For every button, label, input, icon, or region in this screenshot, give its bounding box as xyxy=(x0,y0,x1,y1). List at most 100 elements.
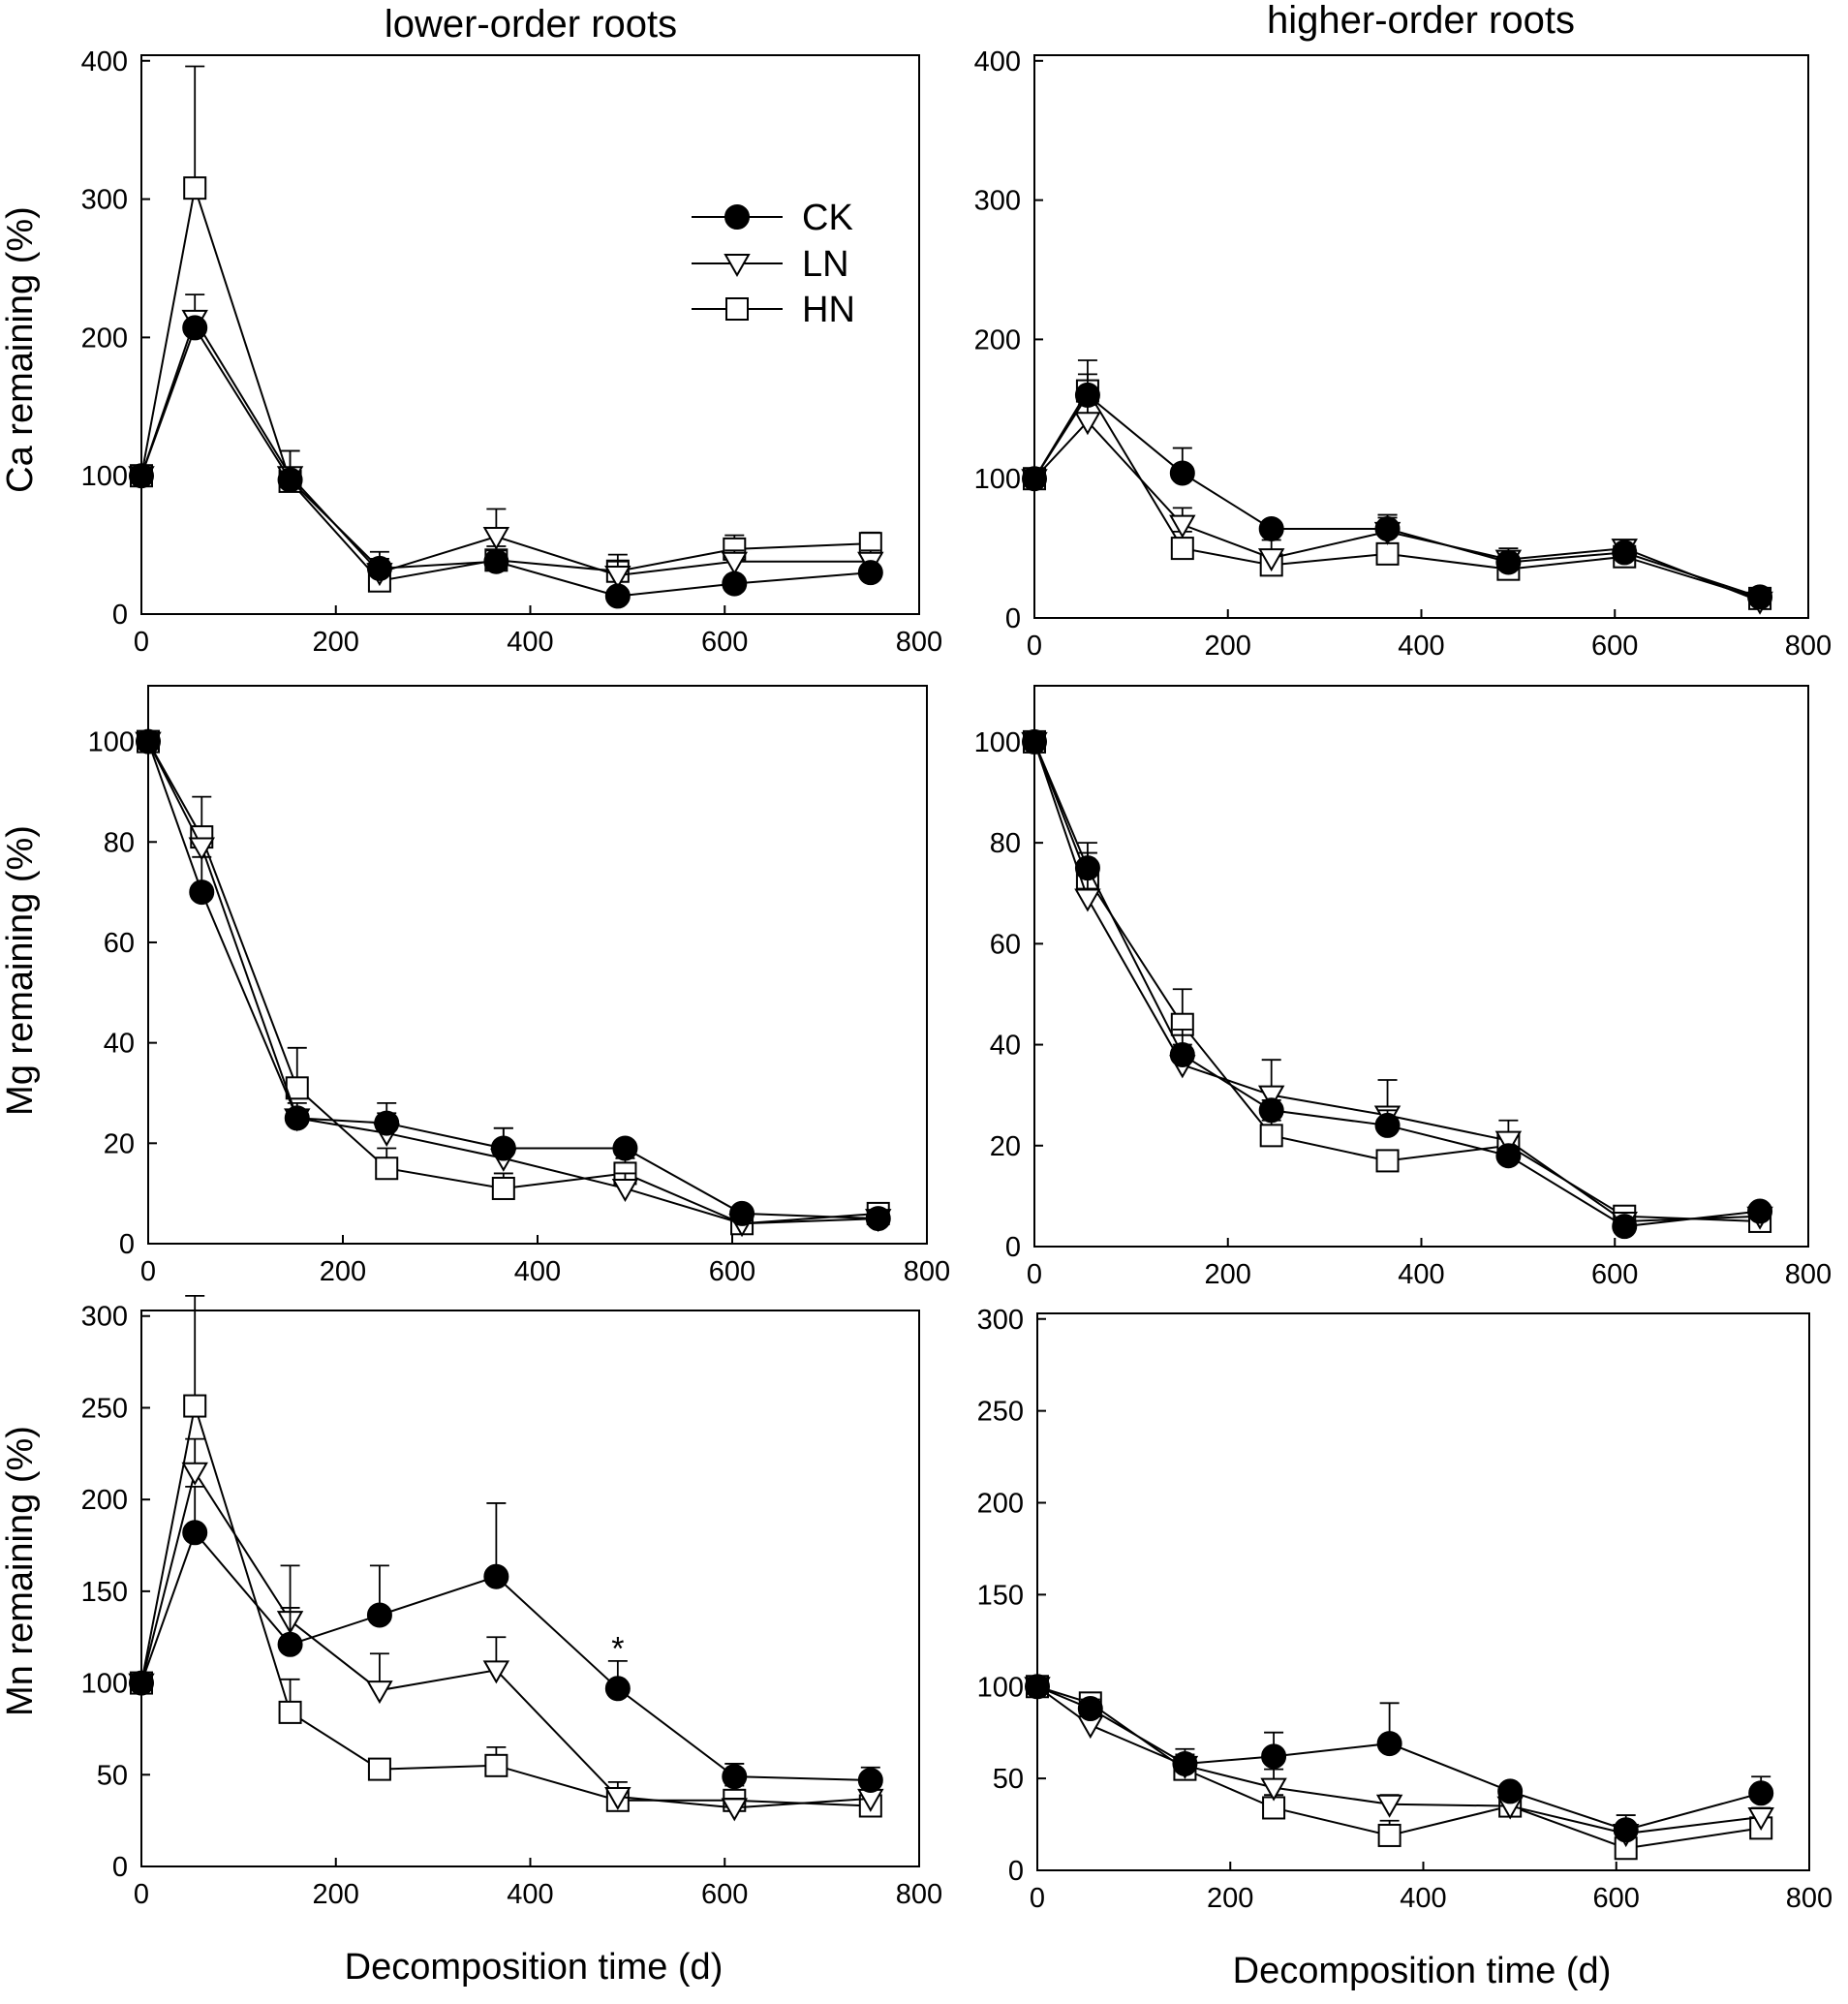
marker-ln xyxy=(482,1660,510,1684)
marker-hn xyxy=(1259,1124,1283,1148)
x-tick-label: 600 xyxy=(1593,1883,1640,1914)
y-tick-label: 80 xyxy=(104,827,135,858)
marker-hn xyxy=(183,176,207,200)
panel-mg-lower: 0 200 400 600 800 0 20 40 60 80 100 xyxy=(88,685,950,1287)
x-tick-label: 0 xyxy=(1030,1883,1045,1914)
y-tick-label: 400 xyxy=(81,46,128,77)
y-tick-label: 80 xyxy=(990,828,1021,859)
series-line-ck xyxy=(140,325,871,598)
series-line-hn xyxy=(1036,1685,1762,1850)
marker-hn xyxy=(484,1753,508,1777)
series-hn xyxy=(1023,359,1772,610)
plot-frame xyxy=(1036,1312,1810,1871)
x-tick-label: 400 xyxy=(1398,631,1444,662)
plot-frame xyxy=(147,685,928,1245)
marker-ck xyxy=(1495,1143,1522,1169)
marker-ck xyxy=(1495,549,1522,575)
y-tick-label: 20 xyxy=(990,1131,1021,1162)
marker-ck xyxy=(1374,515,1401,541)
marker-ck xyxy=(483,548,509,574)
y-tick-label: 150 xyxy=(977,1580,1024,1611)
y-tick-label: 100 xyxy=(81,1669,128,1700)
x-tick-label: 600 xyxy=(701,627,748,658)
y-tick-label: 150 xyxy=(81,1577,128,1608)
series-line-ln xyxy=(1033,419,1761,602)
marker-ck xyxy=(1074,855,1100,881)
plot-frame xyxy=(140,1310,920,1867)
y-tick-label: 250 xyxy=(81,1393,128,1424)
x-tick-label: 200 xyxy=(1205,1259,1251,1290)
series-ck xyxy=(136,728,891,1232)
legend-marker-ln xyxy=(724,254,751,278)
series-hn xyxy=(130,65,882,593)
marker-ck xyxy=(1376,1731,1402,1757)
marker-ln xyxy=(1257,548,1285,572)
column-title-lower-order: lower-order roots xyxy=(385,3,677,46)
marker-ln xyxy=(1494,1130,1523,1155)
y-tick-label: 0 xyxy=(119,1229,135,1260)
y-tick-label: 200 xyxy=(977,1489,1024,1520)
y-tick-label: 40 xyxy=(104,1029,135,1060)
y-tick-label: 250 xyxy=(977,1397,1024,1428)
panel-mn-lower: 0 200 400 600 800 0 50 100 150 200 250 300 * xyxy=(81,1295,942,1910)
x-tick-label: 600 xyxy=(709,1256,755,1287)
marker-ck xyxy=(865,1206,891,1232)
y-tick-label: 200 xyxy=(81,1485,128,1516)
x-tick-label: 200 xyxy=(1207,1883,1253,1914)
marker-hn xyxy=(367,1757,391,1781)
x-tick-label: 600 xyxy=(1591,631,1638,662)
marker-hn xyxy=(1375,1149,1400,1173)
series-ck xyxy=(1022,373,1773,610)
y-tick-label: 50 xyxy=(993,1764,1024,1795)
x-tick-label: 0 xyxy=(1027,1259,1042,1290)
marker-ck xyxy=(277,1631,303,1657)
marker-ck xyxy=(182,1520,208,1546)
y-tick-label: 100 xyxy=(974,727,1021,758)
x-tick-label: 800 xyxy=(1785,631,1832,662)
marker-hn xyxy=(183,1394,207,1418)
plot-frame xyxy=(140,54,920,615)
marker-ck xyxy=(483,1563,509,1589)
x-tick-label: 400 xyxy=(507,627,553,658)
marker-ck xyxy=(1748,1780,1774,1806)
series-ck xyxy=(1025,1674,1774,1843)
marker-ck xyxy=(1747,584,1773,610)
marker-ln xyxy=(1375,1794,1403,1818)
series-line-ln xyxy=(1036,1685,1762,1835)
y-tick-label: 400 xyxy=(974,46,1021,77)
series-line-hn xyxy=(147,741,878,1225)
marker-ln xyxy=(1169,514,1196,539)
panel-mg-higher: 0 200 400 600 800 0 20 40 60 80 100 xyxy=(974,685,1832,1290)
plot-frame xyxy=(1033,685,1809,1248)
marker-ck xyxy=(136,728,161,755)
y-tick-label: 0 xyxy=(112,1852,128,1883)
y-tick-label: 40 xyxy=(990,1031,1021,1062)
marker-ck xyxy=(129,1670,154,1696)
marker-ck xyxy=(1169,460,1195,486)
y-tick-label: 60 xyxy=(990,929,1021,960)
series-ck xyxy=(129,1486,883,1793)
marker-ck xyxy=(374,1110,400,1136)
series-ck xyxy=(129,315,883,609)
column-title-higher-order: higher-order roots xyxy=(1267,0,1575,42)
series-ck xyxy=(1022,728,1773,1240)
series-line-ln xyxy=(147,741,878,1225)
legend: CK LN HN xyxy=(692,198,855,330)
x-tick-label: 200 xyxy=(313,1879,359,1910)
x-tick-label: 800 xyxy=(896,1879,942,1910)
marker-ck xyxy=(604,1676,631,1702)
series-line-hn xyxy=(1033,388,1761,600)
legend-marker-hn xyxy=(725,297,749,321)
series-line-ck xyxy=(147,741,878,1220)
marker-ln xyxy=(482,527,510,551)
y-tick-label: 300 xyxy=(977,1305,1024,1336)
marker-ln xyxy=(611,1178,639,1202)
marker-ln xyxy=(604,1787,631,1811)
marker-ck xyxy=(1374,1112,1401,1138)
marker-ck xyxy=(729,1200,755,1226)
marker-ck xyxy=(366,1602,392,1628)
marker-ck xyxy=(722,1764,748,1790)
series-line-ln xyxy=(140,317,871,577)
series-ln xyxy=(135,731,892,1238)
y-tick-label: 20 xyxy=(104,1128,135,1159)
